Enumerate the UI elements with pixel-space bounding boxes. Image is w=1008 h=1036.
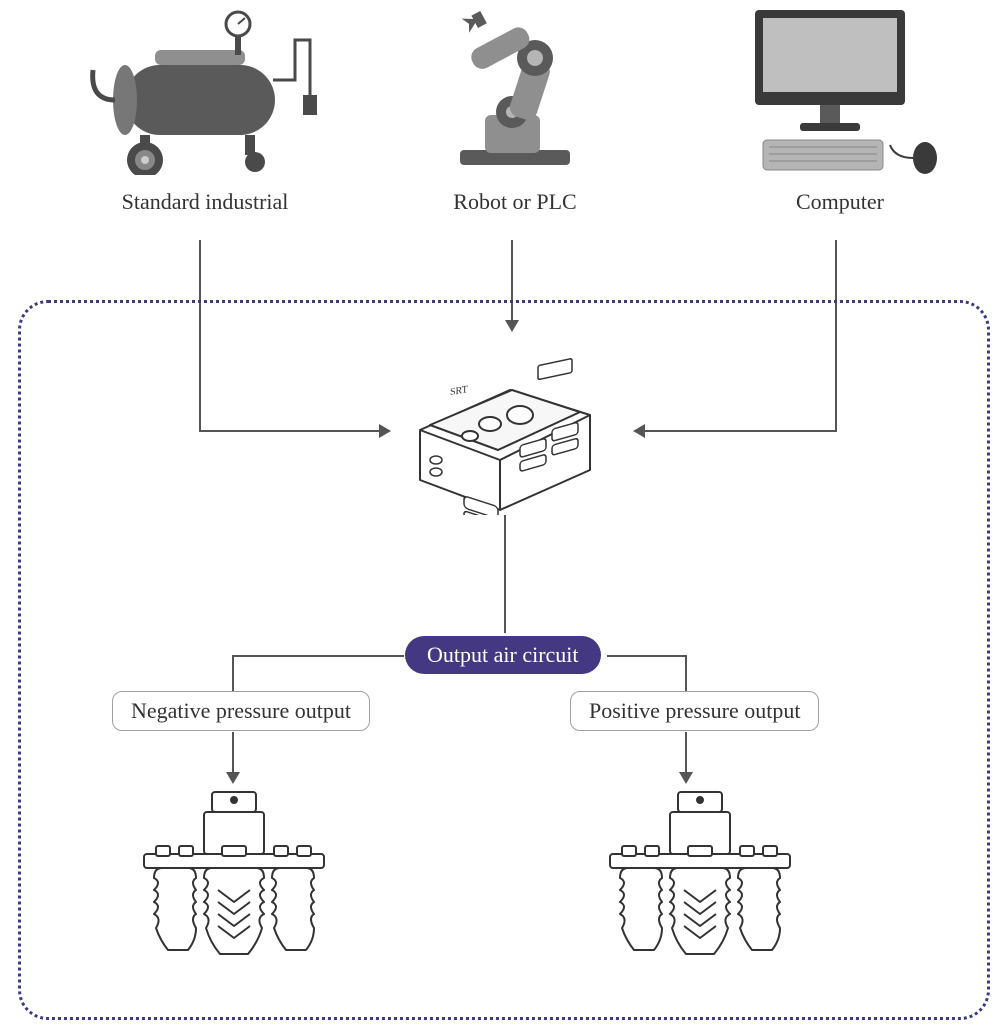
arrow-pos-head (679, 772, 693, 784)
input-robot: Robot or PLC (400, 0, 630, 215)
computer-icon (720, 0, 960, 175)
compressor-icon (75, 0, 335, 175)
positive-pressure-box: Positive pressure output (570, 691, 819, 731)
arrow-ctrl-out (504, 515, 506, 633)
split-right-h (607, 655, 687, 657)
output-air-circuit-label: Output air circuit (427, 642, 579, 667)
computer-label: Computer (720, 189, 960, 215)
output-air-circuit-pill: Output air circuit (405, 636, 601, 674)
input-compressor: Standard industrial (75, 0, 335, 215)
arrow-neg-head (226, 772, 240, 784)
split-left-h (232, 655, 404, 657)
robot-icon (400, 0, 630, 175)
split-right-v (685, 655, 687, 691)
svg-text:SRT: SRT (450, 384, 468, 398)
robot-label: Robot or PLC (400, 189, 630, 215)
input-computer: Computer (720, 0, 960, 215)
positive-pressure-label: Positive pressure output (589, 698, 800, 723)
controller-icon: SRT (400, 340, 610, 520)
negative-pressure-box: Negative pressure output (112, 691, 370, 731)
negative-pressure-label: Negative pressure output (131, 698, 351, 723)
arrow-neg-down (232, 732, 234, 772)
split-left-v (232, 655, 234, 691)
arrow-pos-down (685, 732, 687, 772)
compressor-label: Standard industrial (75, 189, 335, 215)
inputs-row: Standard industrial (0, 0, 1008, 250)
gripper-positive-icon (600, 790, 800, 1005)
diagram-root: Standard industrial (0, 0, 1008, 1036)
gripper-negative-icon (134, 790, 334, 1005)
